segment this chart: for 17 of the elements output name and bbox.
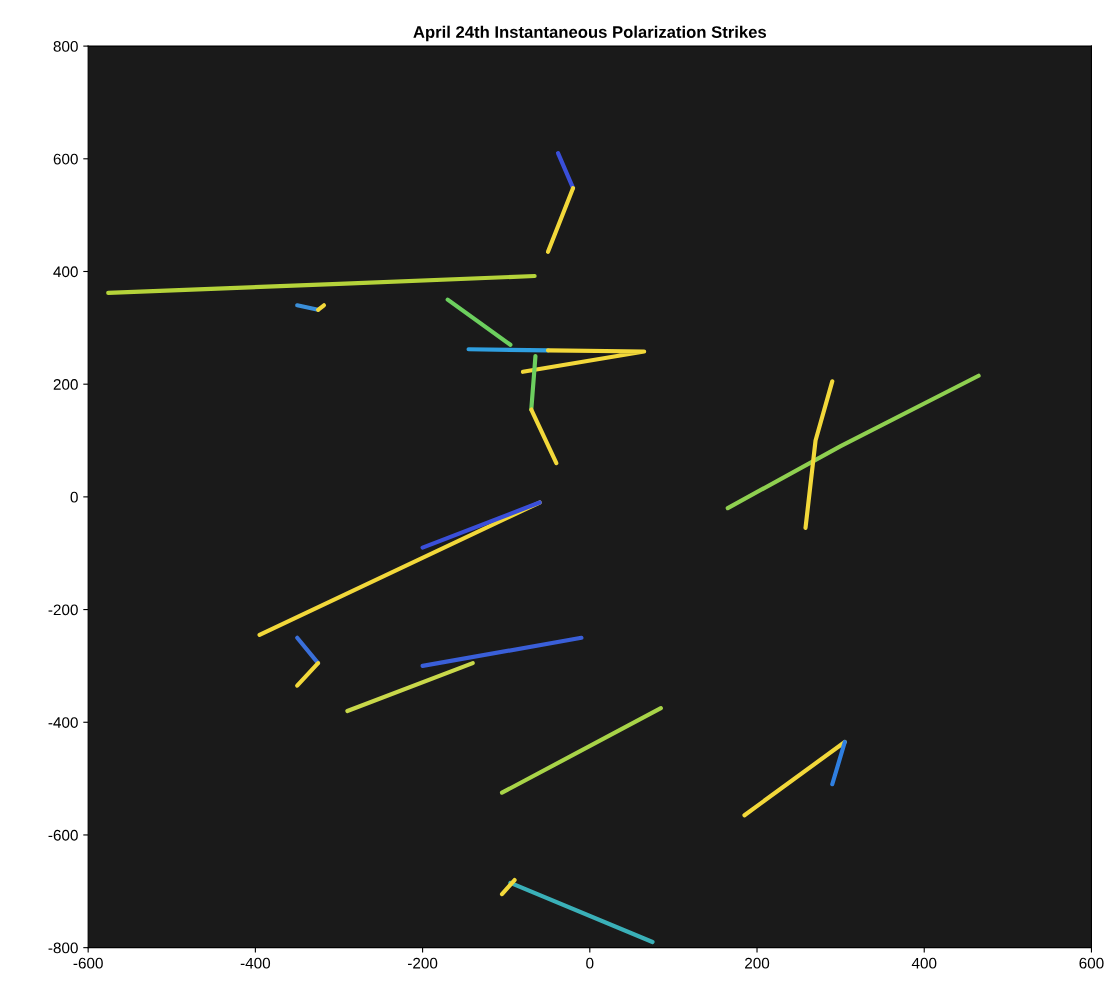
y-tick-label: -800 [48,942,78,954]
y-tick-label: 200 [53,379,78,390]
x-tick-label: 400 [911,957,937,969]
x-tick-label: 0 [586,957,594,969]
x-tick-label: -400 [240,957,271,969]
x-tick-label: -200 [407,957,438,969]
x-tick-label: 600 [1079,957,1104,969]
x-tick-label: 200 [745,957,770,969]
x-tick-label: -600 [73,957,103,969]
y-tick-label: 800 [53,40,78,52]
chart-title: April 24th Instantaneous Polarization Strikes [413,25,767,42]
y-tick-label: -400 [48,717,78,728]
y-tick-label: 400 [53,266,78,278]
y-tick-label: 0 [70,491,78,503]
y-tick-label: -600 [48,829,78,841]
y-tick-label: 600 [53,153,78,165]
y-tick-label: -200 [48,604,78,616]
